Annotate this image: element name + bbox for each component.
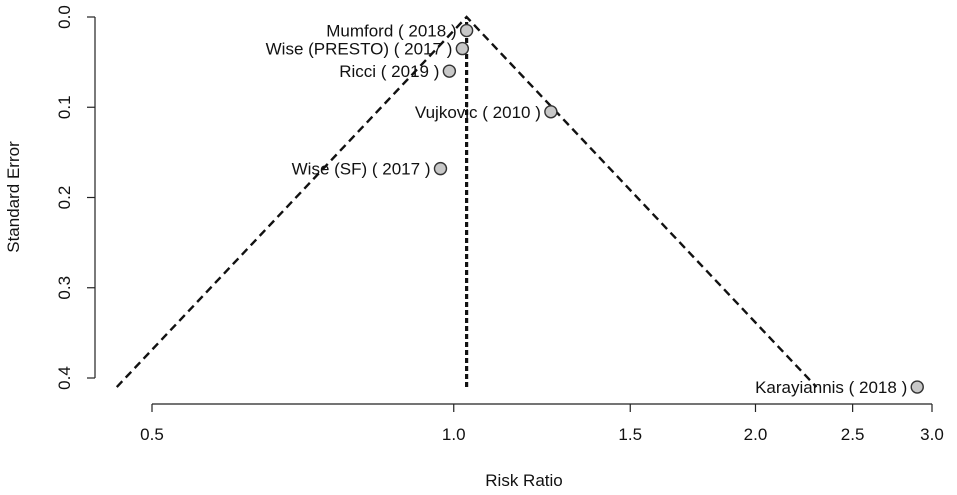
study-label: Karayiannis ( 2018 ) [755,378,907,397]
x-tick-label: 1.0 [442,425,466,444]
x-tick-label: 0.5 [140,425,164,444]
study-label: Wise (SF) ( 2017 ) [292,160,431,179]
x-tick-label: 2.5 [841,425,865,444]
study-point [544,105,558,119]
y-axis-ticks: 0.0 0.1 0.2 0.3 0.4 [55,5,95,390]
study-label: Mumford ( 2018 ) [326,22,456,41]
study-point [455,41,470,56]
study-label: Wise (PRESTO) ( 2017 ) [266,40,453,59]
y-tick-label: 0.2 [55,186,74,210]
plot-area [94,17,932,405]
y-tick-label: 0.1 [55,95,74,119]
study-label: Vujkovic ( 2010 ) [415,103,541,122]
study-point [910,380,924,394]
study-label: Ricci ( 2019 ) [339,62,439,81]
study-point [459,23,474,38]
study-point [433,161,448,176]
x-axis-ticks: 0.5 1.0 1.5 2.0 2.5 3.0 [140,404,944,444]
y-tick-label: 0.0 [55,5,74,29]
x-tick-label: 2.0 [744,425,768,444]
y-tick-label: 0.4 [55,366,74,390]
funnel-lines [115,15,818,388]
x-tick-label: 3.0 [920,425,944,444]
x-tick-label: 1.5 [618,425,642,444]
x-axis-title: Risk Ratio [485,471,562,490]
y-axis-title: Standard Error [4,141,23,253]
funnel-boundary [115,15,818,388]
y-tick-label: 0.3 [55,276,74,300]
study-points: Mumford ( 2018 )Wise (PRESTO) ( 2017 ) Ri… [266,22,924,397]
study-point [442,64,457,78]
